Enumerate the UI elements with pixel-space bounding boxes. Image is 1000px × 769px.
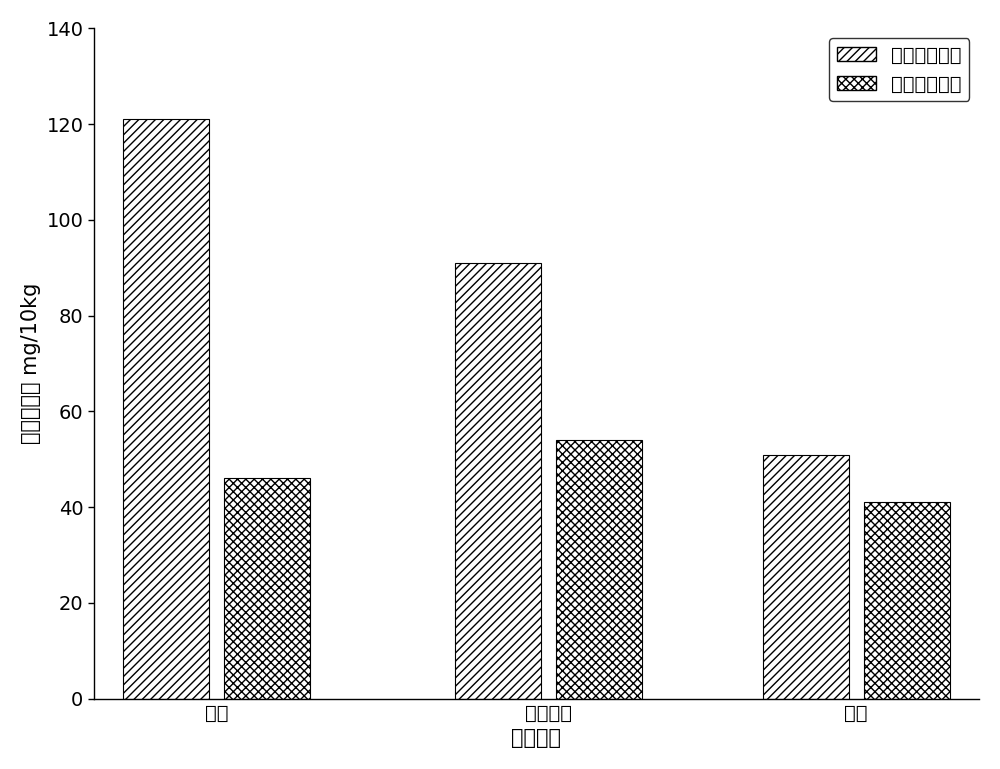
Y-axis label: 夹杂物总量 mg/10kg: 夹杂物总量 mg/10kg [21,283,41,444]
Legend: 无旋流抑制器, 有旋流抑制器: 无旋流抑制器, 有旋流抑制器 [829,38,969,102]
Bar [556,440,642,699]
Bar [455,263,541,699]
X-axis label: 宽面位置: 宽面位置 [511,728,561,748]
Bar [864,502,950,699]
Bar [763,454,849,699]
Bar [123,119,209,699]
Bar [224,478,310,699]
